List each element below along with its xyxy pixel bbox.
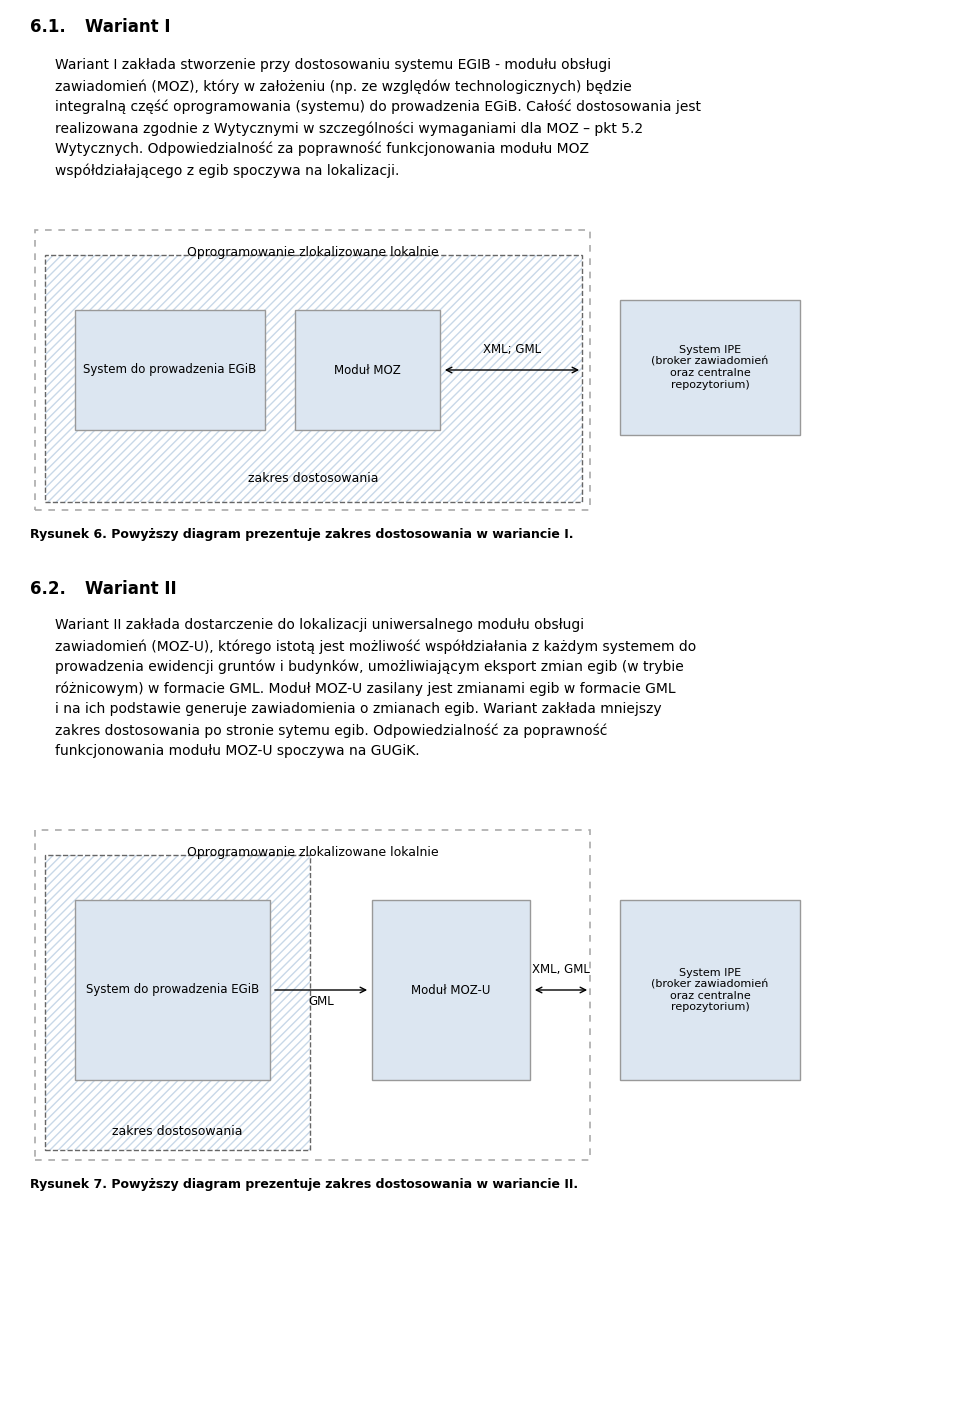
Text: i na ich podstawie generuje zawiadomienia o zmianach egib. Wariant zakłada mniej: i na ich podstawie generuje zawiadomieni… [55,703,661,717]
Text: XML; GML: XML; GML [483,344,541,356]
Bar [372,900,530,1080]
Text: współdziałającego z egib spoczywa na lokalizacji.: współdziałającego z egib spoczywa na lok… [55,163,399,177]
Bar [620,300,800,435]
Text: zawiadomień (MOZ), który w założeniu (np. ze względów technologicznych) będzie: zawiadomień (MOZ), który w założeniu (np… [55,79,632,93]
Bar [45,255,582,503]
Text: System do prowadzenia EGiB: System do prowadzenia EGiB [85,984,259,997]
Text: realizowana zgodnie z Wytycznymi w szczególności wymaganiami dla MOZ – pkt 5.2: realizowana zgodnie z Wytycznymi w szcze… [55,121,643,135]
Text: zakres dostosowania: zakres dostosowania [249,472,379,484]
Text: System IPE
(broker zawiadomień
oraz centralne
repozytorium): System IPE (broker zawiadomień oraz cent… [651,967,769,1012]
Bar [45,855,310,1150]
Text: Oprogramowanie zlokalizowane lokalnie: Oprogramowanie zlokalizowane lokalnie [186,846,439,859]
Text: Wariant I zakłada stworzenie przy dostosowaniu systemu EGIB - modułu obsługi: Wariant I zakłada stworzenie przy dostos… [55,58,612,72]
Text: Wytycznych. Odpowiedzialność za poprawność funkcjonowania modułu MOZ: Wytycznych. Odpowiedzialność za poprawno… [55,142,589,156]
Text: Rysunek 6. Powyższy diagram prezentuje zakres dostosowania w wariancie I.: Rysunek 6. Powyższy diagram prezentuje z… [30,528,573,541]
Text: Moduł MOZ-U: Moduł MOZ-U [411,984,491,997]
Bar [295,310,440,429]
Text: 6.2.: 6.2. [30,580,66,598]
Bar [75,900,270,1080]
Text: zakres dostosowania: zakres dostosowania [112,1125,243,1138]
Text: Moduł MOZ: Moduł MOZ [334,363,401,376]
Text: GML: GML [308,995,334,1008]
Text: 6.1.: 6.1. [30,18,65,37]
Text: Wariant II zakłada dostarczenie do lokalizacji uniwersalnego modułu obsługi: Wariant II zakłada dostarczenie do lokal… [55,618,584,632]
Text: System IPE
(broker zawiadomień
oraz centralne
repozytorium): System IPE (broker zawiadomień oraz cent… [651,345,769,390]
Bar [35,829,590,1160]
Text: System do prowadzenia EGiB: System do prowadzenia EGiB [84,363,256,376]
Text: Wariant II: Wariant II [85,580,177,598]
Text: XML, GML: XML, GML [532,963,590,976]
Text: funkcjonowania modułu MOZ-U spoczywa na GUGiK.: funkcjonowania modułu MOZ-U spoczywa na … [55,743,420,758]
Text: zawiadomień (MOZ-U), którego istotą jest możliwość współdziałania z każdym syste: zawiadomień (MOZ-U), którego istotą jest… [55,639,696,653]
Text: różnicowym) w formacie GML. Moduł MOZ-U zasilany jest zmianami egib w formacie G: różnicowym) w formacie GML. Moduł MOZ-U … [55,681,676,696]
Bar [45,255,582,503]
Text: Oprogramowanie zlokalizowane lokalnie: Oprogramowanie zlokalizowane lokalnie [186,246,439,259]
Text: Rysunek 7. Powyższy diagram prezentuje zakres dostosowania w wariancie II.: Rysunek 7. Powyższy diagram prezentuje z… [30,1178,578,1191]
Text: prowadzenia ewidencji gruntów i budynków, umożliwiającym eksport zmian egib (w t: prowadzenia ewidencji gruntów i budynków… [55,660,684,674]
Text: zakres dostosowania po stronie sytemu egib. Odpowiedzialność za poprawność: zakres dostosowania po stronie sytemu eg… [55,722,608,738]
Bar [35,230,590,510]
Bar [75,310,265,429]
Bar [620,900,800,1080]
Bar [45,855,310,1150]
Text: Wariant I: Wariant I [85,18,171,37]
Text: integralną część oprogramowania (systemu) do prowadzenia EGiB. Całość dostosowan: integralną część oprogramowania (systemu… [55,100,701,114]
